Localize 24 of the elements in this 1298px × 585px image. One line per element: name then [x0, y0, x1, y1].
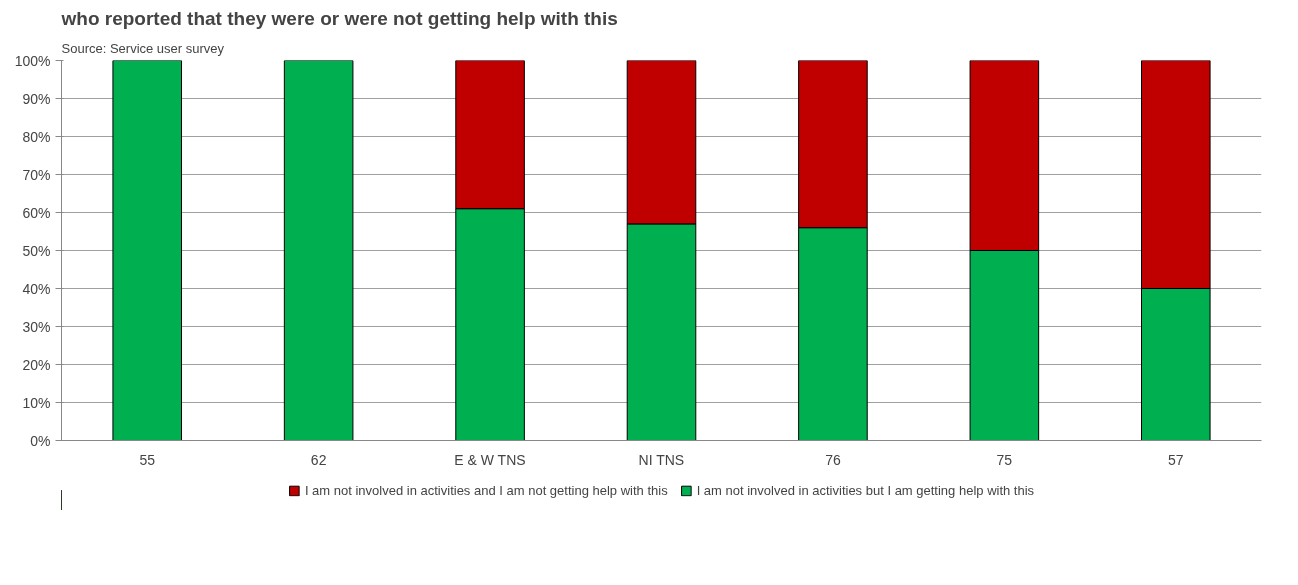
x-tick-label: 55 — [139, 451, 156, 468]
y-tick-label: 60% — [22, 204, 51, 221]
x-tick-label: 76 — [825, 451, 841, 468]
x-tick-label: NI TNS — [638, 451, 685, 468]
chart-title: who reported that they were or were not getting help with this — [60, 7, 618, 29]
y-tick-label: 90% — [22, 90, 51, 107]
y-tick-label: 40% — [22, 280, 51, 297]
legend-label: I am not involved in activities but I am getting help with this — [696, 482, 1035, 498]
y-tick-label: 70% — [22, 166, 51, 183]
x-tick-label: 62 — [310, 451, 327, 468]
y-tick-label: 50% — [22, 242, 51, 259]
y-tick-label: 80% — [22, 128, 51, 145]
legend-label: I am not involved in activities and I am not getting help with this — [304, 482, 668, 498]
bar — [283, 60, 354, 441]
source-note: Source: Service user survey — [61, 40, 225, 56]
x-tick-label: E & W TNS — [454, 451, 526, 468]
y-tick-label: 30% — [22, 318, 51, 335]
y-tick-label: 10% — [22, 394, 51, 411]
x-tick-label: 57 — [1168, 451, 1184, 468]
bar — [112, 60, 182, 441]
y-tick-label: 100% — [14, 52, 51, 69]
y-tick-label: 20% — [22, 356, 51, 373]
x-tick-label: 75 — [996, 451, 1013, 468]
y-tick-label: 0% — [30, 432, 51, 449]
